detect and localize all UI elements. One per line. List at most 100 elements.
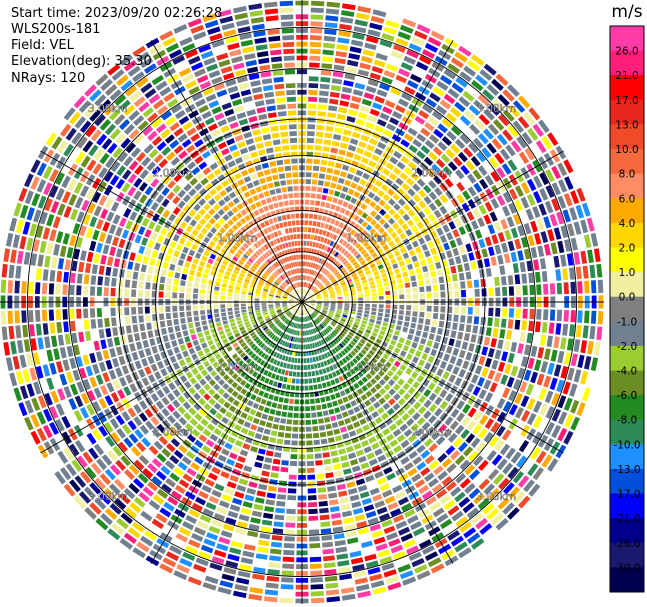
velocity-bin [229, 474, 239, 483]
velocity-bin [46, 349, 54, 362]
velocity-bin [318, 494, 328, 500]
velocity-bin [593, 342, 601, 356]
velocity-bin [345, 530, 357, 538]
velocity-bin [353, 347, 359, 354]
velocity-bin [534, 233, 542, 245]
velocity-bin [461, 341, 469, 350]
velocity-bin [205, 439, 215, 448]
velocity-bin [363, 252, 370, 259]
velocity-bin [271, 465, 280, 472]
velocity-bin [384, 286, 390, 291]
velocity-bin [325, 174, 332, 181]
velocity-bin [140, 57, 154, 69]
velocity-bin [240, 329, 247, 335]
velocity-bin [201, 255, 208, 262]
velocity-bin [309, 295, 314, 299]
velocity-bin [353, 275, 359, 281]
velocity-bin [279, 286, 284, 291]
velocity-bin [237, 418, 245, 426]
velocity-bin [436, 513, 449, 524]
velocity-bin [65, 127, 77, 141]
velocity-bin [302, 330, 305, 336]
velocity-bin [320, 438, 328, 445]
velocity-bin [257, 284, 263, 288]
velocity-bin [364, 553, 377, 562]
velocity-bin [237, 433, 246, 441]
velocity-bin [49, 169, 59, 183]
velocity-bin [426, 312, 432, 319]
velocity-bin [407, 334, 414, 341]
velocity-bin [321, 403, 328, 410]
velocity-bin [305, 192, 311, 198]
velocity-bin [329, 98, 339, 105]
velocity-bin [263, 273, 268, 278]
velocity-bin [193, 310, 199, 316]
velocity-bin [188, 86, 200, 96]
velocity-bin [228, 284, 234, 289]
velocity-bin [134, 164, 144, 175]
velocity-bin [111, 69, 125, 81]
velocity-bin [425, 278, 431, 286]
velocity-bin [55, 309, 61, 321]
velocity-bin [322, 310, 327, 314]
velocity-bin [273, 521, 284, 528]
velocity-bin [555, 269, 562, 281]
velocity-bin [523, 111, 535, 125]
velocity-bin [508, 286, 515, 296]
velocity-bin [557, 427, 568, 442]
velocity-bin [147, 355, 155, 365]
velocity-bin [294, 291, 298, 296]
velocity-bin [426, 168, 436, 178]
velocity-bin [221, 235, 228, 243]
velocity-bin [290, 314, 294, 319]
velocity-bin [386, 370, 394, 377]
velocity-bin [252, 226, 258, 233]
velocity-bin [315, 228, 320, 234]
velocity-bin [112, 379, 121, 390]
velocity-bin [263, 312, 269, 316]
velocity-bin [132, 521, 145, 533]
velocity-bin [319, 285, 325, 290]
velocity-bin [135, 254, 143, 263]
velocity-bin [445, 393, 454, 403]
velocity-bin [39, 240, 47, 254]
velocity-bin [361, 385, 369, 392]
velocity-bin [541, 322, 548, 334]
velocity-bin [340, 318, 346, 323]
velocity-bin [543, 216, 552, 229]
velocity-bin [349, 360, 355, 367]
velocity-bin [234, 584, 248, 592]
velocity-bin [346, 424, 354, 431]
velocity-bin [354, 335, 360, 341]
velocity-bin [312, 335, 316, 341]
velocity-bin [364, 399, 372, 407]
velocity-bin [376, 316, 383, 321]
velocity-bin [45, 458, 57, 472]
velocity-bin [393, 383, 401, 391]
velocity-bin [359, 534, 371, 542]
velocity-bin [418, 189, 427, 198]
velocity-bin [314, 256, 318, 262]
velocity-bin [336, 345, 342, 351]
velocity-bin [407, 434, 417, 443]
velocity-bin [371, 464, 381, 473]
velocity-bin [210, 417, 219, 426]
velocity-bin [365, 342, 372, 348]
velocity-bin [526, 398, 536, 411]
velocity-bin [263, 288, 269, 292]
velocity-bin [339, 320, 345, 325]
velocity-bin [26, 353, 34, 367]
velocity-bin [285, 289, 290, 294]
velocity-bin [164, 460, 175, 470]
velocity-bin [455, 169, 465, 180]
velocity-bin [42, 269, 49, 281]
velocity-bin [105, 234, 113, 245]
velocity-bin [533, 415, 543, 429]
velocity-bin [100, 254, 107, 265]
velocity-bin [448, 338, 455, 346]
velocity-bin [309, 55, 321, 61]
velocity-bin [411, 281, 417, 287]
velocity-bin [332, 197, 338, 204]
velocity-bin [367, 481, 378, 489]
velocity-bin [159, 86, 172, 97]
